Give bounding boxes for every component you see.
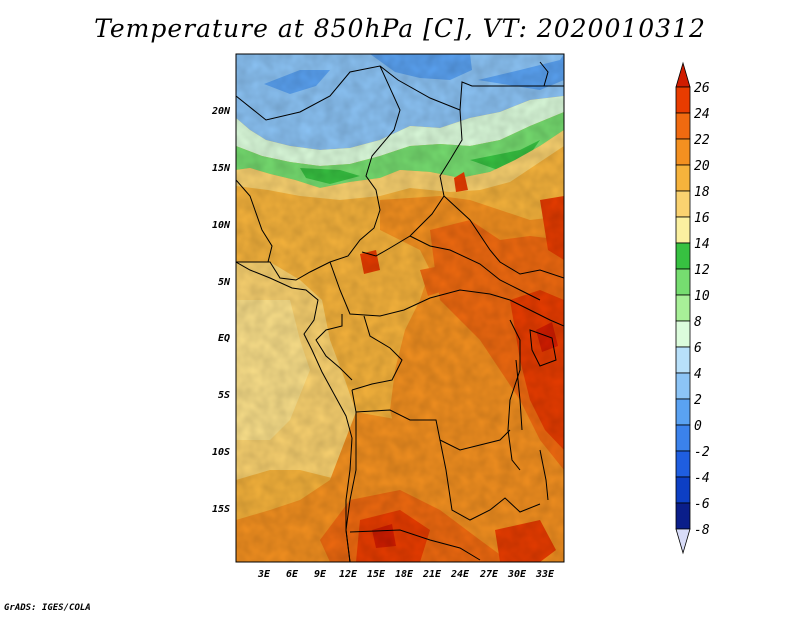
border-angola-namibia bbox=[349, 529, 481, 561]
colorbar-label: 16 bbox=[694, 211, 710, 226]
colorbar-label: 18 bbox=[694, 185, 710, 200]
colorbar-top-arrow bbox=[675, 61, 691, 88]
colorbar-swatch bbox=[675, 294, 691, 322]
colorbar-swatch bbox=[675, 190, 691, 218]
lat-label: 5N bbox=[218, 277, 231, 288]
border-niger-nigeria bbox=[236, 179, 273, 263]
colorbar-swatch bbox=[675, 216, 691, 244]
borders bbox=[236, 61, 564, 562]
border-car-drc bbox=[329, 261, 491, 317]
colorbar-label: 6 bbox=[694, 341, 702, 356]
lat-label: 15N bbox=[212, 163, 231, 174]
lat-label: 5S bbox=[218, 390, 230, 401]
map-title: Temperature at 850hPa [C], VT: 202001031… bbox=[94, 14, 706, 43]
border-zambia bbox=[439, 439, 541, 521]
colorbar-label: 8 bbox=[694, 315, 702, 330]
border-gabon bbox=[315, 314, 353, 381]
colorbar-swatch bbox=[675, 242, 691, 270]
colorbar-label: 14 bbox=[694, 237, 710, 252]
lat-label: 10N bbox=[212, 220, 231, 231]
coastline-west bbox=[236, 261, 353, 562]
lake-malawi bbox=[539, 449, 549, 501]
lake-victoria bbox=[529, 329, 557, 367]
border-uganda bbox=[489, 293, 564, 327]
lat-axis: 20N 15N 10N 5N EQ 5S 10S 15S bbox=[211, 106, 231, 515]
lat-label: 15S bbox=[212, 504, 230, 515]
colorbar-label: -4 bbox=[694, 471, 710, 486]
lat-label: 10S bbox=[212, 447, 230, 458]
lon-label: 9E bbox=[314, 569, 327, 580]
colorbar-label: -6 bbox=[694, 497, 710, 512]
field-texture bbox=[236, 54, 564, 562]
grads-credit: GrADS: IGES/COLA bbox=[4, 603, 91, 613]
border-lakes bbox=[507, 319, 521, 471]
lake-tanganyika bbox=[515, 359, 523, 431]
colorbar-label: -2 bbox=[694, 445, 710, 460]
colorbar-swatch bbox=[675, 268, 691, 296]
lon-label: 24E bbox=[450, 569, 470, 580]
map-frame bbox=[235, 53, 565, 563]
lon-label: 6E bbox=[286, 569, 299, 580]
colorbar-swatch bbox=[675, 346, 691, 374]
lon-axis: 3E 6E 9E 12E 15E 18E 21E 24E 27E 30E 33E bbox=[257, 569, 555, 580]
lon-label: 27E bbox=[479, 569, 499, 580]
colorbar-label: 26 bbox=[694, 81, 710, 96]
lon-label: 12E bbox=[339, 569, 358, 580]
colorbar-swatch bbox=[675, 450, 691, 478]
colorbar-swatch bbox=[675, 372, 691, 400]
colorbar-swatch bbox=[675, 398, 691, 426]
lon-label: 21E bbox=[422, 569, 442, 580]
colorbar-label: -8 bbox=[694, 523, 710, 538]
colorbar-label: 12 bbox=[694, 263, 710, 278]
colorbar-swatch bbox=[675, 86, 691, 114]
colorbar-swatch bbox=[675, 424, 691, 452]
colorbar-swatch bbox=[675, 320, 691, 348]
border-car-sudan bbox=[409, 235, 541, 301]
colorbar-label: 24 bbox=[694, 107, 710, 122]
lon-label: 3E bbox=[257, 569, 271, 580]
colorbar-bottom-arrow bbox=[675, 528, 691, 555]
colorbar-label: 0 bbox=[694, 419, 702, 434]
lon-label: 33E bbox=[535, 569, 555, 580]
lat-label: EQ bbox=[218, 333, 230, 344]
border-congo bbox=[351, 315, 403, 391]
lon-label: 15E bbox=[367, 569, 386, 580]
temperature-field bbox=[236, 54, 564, 562]
border-chad-sudan bbox=[361, 109, 463, 257]
border-drc-angola bbox=[351, 389, 511, 451]
border-northeast bbox=[539, 61, 549, 87]
lat-label: 20N bbox=[211, 106, 231, 117]
colorbar-label: 22 bbox=[694, 133, 710, 148]
border-sudan-south bbox=[443, 195, 564, 279]
colorbar-swatch bbox=[675, 138, 691, 166]
lon-label: 30E bbox=[507, 569, 527, 580]
border-chad-west bbox=[236, 65, 401, 281]
border-sahara bbox=[236, 65, 564, 121]
colorbar-swatch bbox=[675, 476, 691, 504]
colorbar-label: 2 bbox=[694, 393, 702, 408]
colorbar-swatch bbox=[675, 164, 691, 192]
colorbar-swatch bbox=[675, 112, 691, 140]
colorbar-label: 10 bbox=[694, 289, 710, 304]
lon-label: 18E bbox=[395, 569, 414, 580]
colorbar-swatch bbox=[675, 502, 691, 530]
colorbar-label: 4 bbox=[694, 367, 702, 382]
colorbar-label: 20 bbox=[694, 159, 710, 174]
